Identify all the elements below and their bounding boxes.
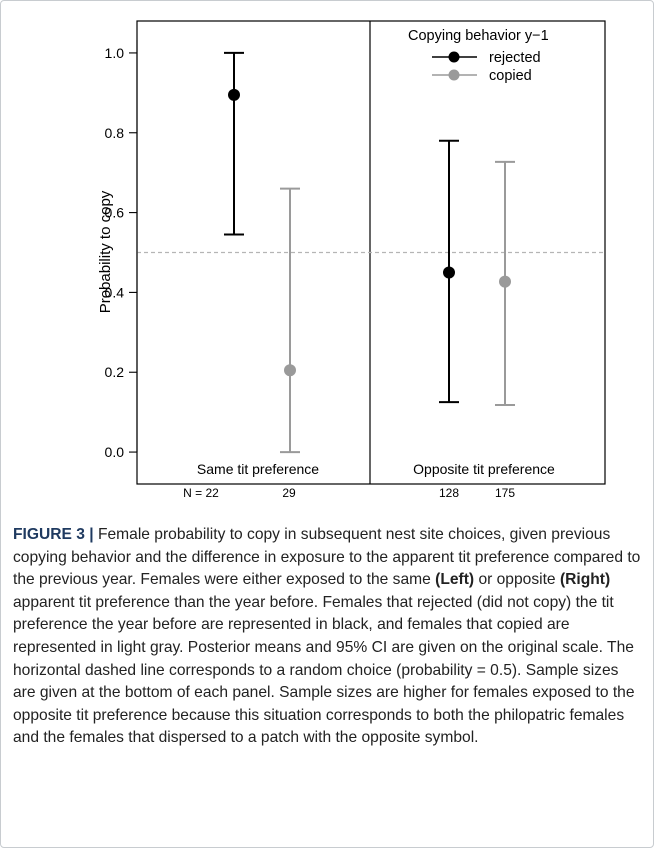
panel-right-label: Opposite tit preference [413, 461, 555, 477]
legend-title: Copying behavior y−1 [408, 28, 549, 44]
caption-left-label: (Left) [435, 571, 475, 589]
caption-part1: Female probability to copy in subsequent… [13, 526, 641, 589]
figure-caption: FIGURE 3 | Female probability to copy in… [13, 524, 641, 750]
panel-right-n2: 175 [495, 486, 515, 500]
mean-point-copied [499, 275, 511, 288]
legend-copied-marker [448, 69, 460, 81]
figure-label: FIGURE 3 | [13, 526, 94, 543]
y-tick-label: 0.2 [105, 364, 125, 380]
data-marks [224, 51, 515, 454]
legend-rejected-label: rejected [489, 50, 541, 66]
y-ticks: 0.0 0.2 0.4 0.6 0.8 1.0 [105, 45, 137, 460]
y-tick-label: 0.0 [105, 444, 125, 460]
mean-point-rejected [228, 88, 240, 101]
caption-part3: apparent tit preference than the year be… [13, 593, 635, 747]
legend: Copying behavior y−1 rejected copied [408, 28, 549, 84]
y-tick-label: 1.0 [105, 45, 125, 61]
panel-right-n1: 128 [439, 486, 459, 500]
caption-right-label: (Right) [559, 571, 611, 589]
y-tick-label: 0.6 [105, 205, 125, 221]
legend-rejected-marker [448, 51, 460, 63]
chart: 0.0 0.2 0.4 0.6 0.8 1.0 Probability to copy C… [97, 20, 606, 500]
legend-copied-label: copied [489, 68, 532, 84]
y-tick-label: 0.8 [105, 125, 125, 141]
panel-left-label: Same tit preference [197, 461, 319, 477]
y-axis-label: Probability to copy [97, 190, 114, 313]
mean-point-copied [284, 364, 296, 377]
panel-left-n2: 29 [282, 486, 296, 500]
caption-part2: or opposite [474, 571, 560, 589]
panel-left-n: N = 22 [183, 486, 219, 500]
mean-point-rejected [443, 266, 455, 279]
y-tick-label: 0.4 [105, 284, 125, 300]
